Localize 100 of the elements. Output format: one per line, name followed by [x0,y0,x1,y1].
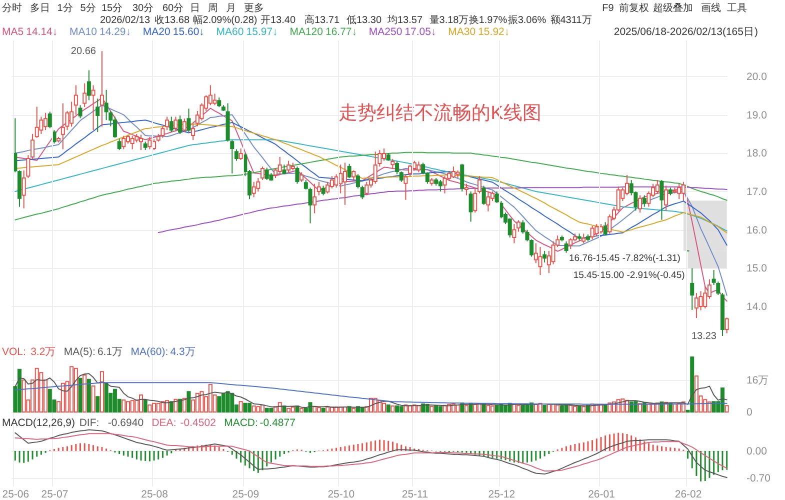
bar [568,404,573,412]
text: 日 [190,3,200,14]
text: 幅2.09%(0.28) [192,14,258,26]
annotation: 4.3万 [170,346,196,358]
bar [217,396,222,412]
bar [486,404,490,412]
bar [60,382,65,412]
text: 1分 [57,2,73,14]
bar [707,402,712,412]
bar [712,401,716,412]
chart-title: MACD(12,26,9) [2,417,75,429]
bar [169,401,174,412]
bar [22,380,26,412]
series-label: MACD: [224,417,258,429]
bar [160,401,165,412]
text: 月 [226,3,236,14]
series-label: MA(5): [64,346,96,358]
bar [534,404,538,412]
x-tick-label: 25-11 [402,488,428,500]
text: 量3.18万 [429,15,469,26]
bar [156,402,160,412]
bar [290,406,295,412]
text: 更多 [244,2,264,14]
bar [300,408,304,412]
text: 前复权 [619,2,649,14]
bar [416,405,421,412]
text: 多日 [30,2,50,14]
bar [34,368,39,412]
bar [520,404,525,412]
bar [74,368,78,412]
line-series [14,382,728,405]
text: F9 [602,3,614,14]
bar [473,404,478,412]
bar [703,399,708,412]
text: 分时 [2,2,22,14]
bar [494,404,499,412]
bar [724,405,729,412]
bar [174,398,178,412]
text: 5分 [80,2,96,14]
text: 换1.97% [468,14,508,26]
x-tick-label: 25-10 [328,488,355,500]
bar [182,398,186,412]
text: 额4311万 [550,14,592,26]
y-tick-label: 0.00 [746,445,768,458]
bar [512,404,516,412]
bar [230,392,234,412]
bar [321,408,326,412]
text: 15分 [101,2,123,14]
annotation: 6.1万 [97,346,124,358]
annotation: -0.4877 [260,417,296,429]
bar [395,406,400,412]
line-series [14,429,728,478]
bar [456,404,460,412]
text: 2026/02/13 [100,15,150,26]
bar [634,401,638,412]
bar [352,408,356,412]
text: MA(60): [130,346,168,358]
annotation: -0.6940 [108,417,144,429]
series-label: VOL: [2,346,26,358]
y-tick-label: 16万 [746,374,770,386]
text: 高13.71 [304,14,340,26]
bar [399,406,404,412]
text: 60分 [162,2,184,14]
x-tick-label: 26-01 [588,488,616,500]
series-label: DIF: [79,417,100,429]
x-tick-label: 25-06 [2,488,30,500]
bar [91,386,96,412]
bar [690,356,694,412]
x-tick-label: 25-07 [41,488,68,500]
bar [186,391,191,412]
bar [720,388,724,412]
bar [226,391,230,412]
series-label: DEA: [152,417,176,429]
y-tick-label: 0 [746,406,752,418]
bar [326,406,330,412]
bar [464,405,468,412]
line-series [14,433,728,472]
bar [434,406,438,412]
bar [269,408,274,412]
text: 工具 [727,3,747,14]
bar [556,404,560,412]
x-tick-label: 25-09 [232,488,260,500]
bar [143,400,148,412]
bar [430,406,434,412]
annotation: 3.2万 [30,346,56,358]
bar [243,402,248,412]
x-tick-label: 26-02 [674,488,702,500]
bar [82,374,87,412]
bar [178,398,182,412]
bar [603,404,608,412]
bar [200,391,204,412]
bar [386,404,390,412]
text: 超级叠加 [653,2,693,14]
text: 周 [208,3,218,14]
bar [78,378,82,412]
bar [39,372,44,412]
bar [96,396,100,412]
bar [316,407,321,412]
x-tick-label: 25-12 [488,488,516,500]
y-tick-label: -0.70 [746,472,771,484]
